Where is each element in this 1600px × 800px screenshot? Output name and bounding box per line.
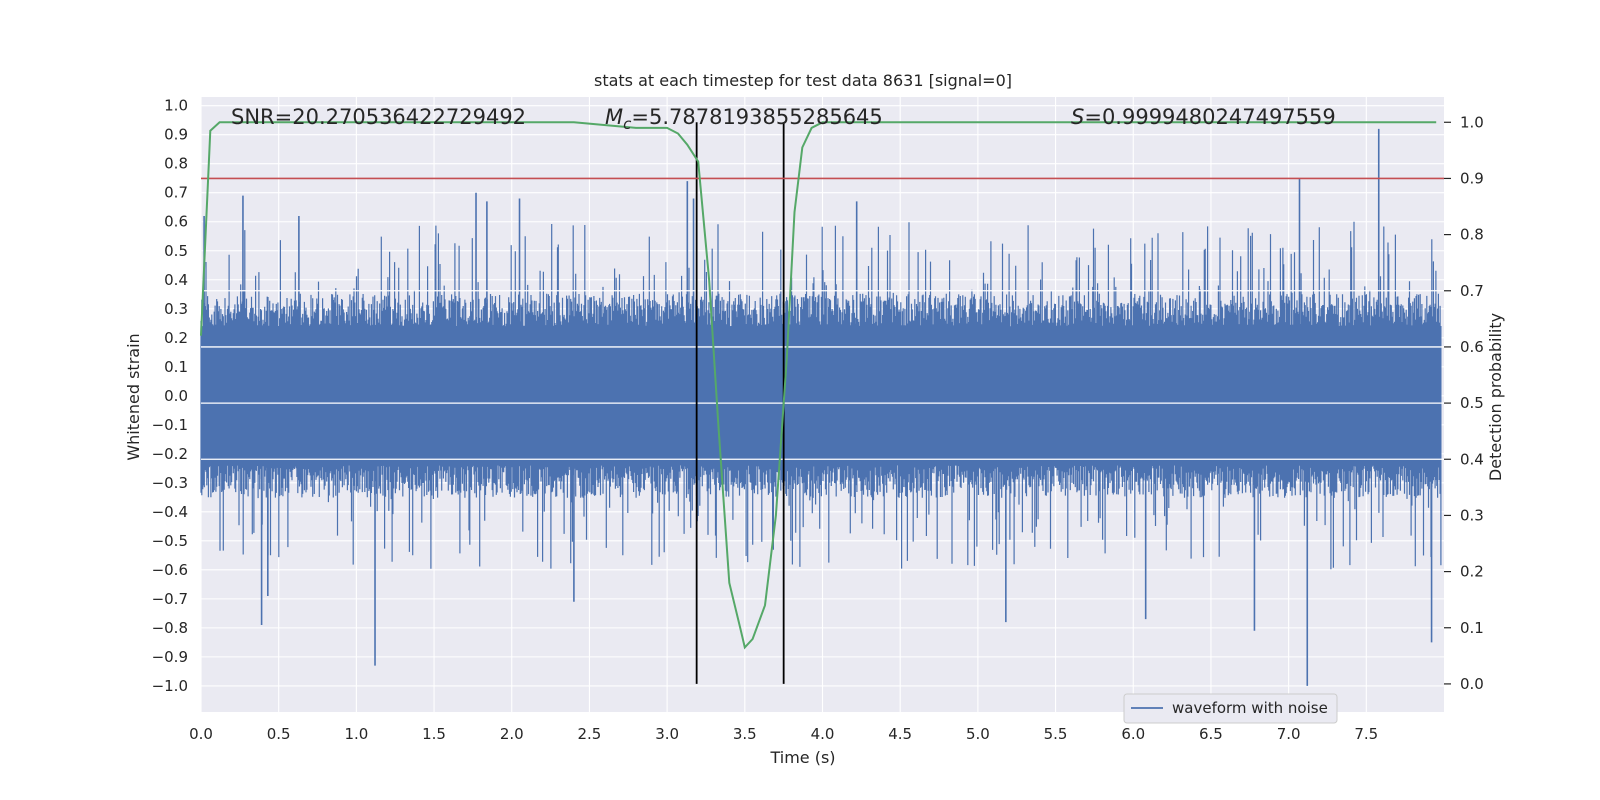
y2-tick-label: 0.0 <box>1460 675 1484 693</box>
x-tick-label: 5.0 <box>966 725 990 743</box>
y2-tick-label: 0.6 <box>1460 338 1484 356</box>
x-tick-label: 3.5 <box>733 725 757 743</box>
y-tick-label: 0.3 <box>164 300 188 318</box>
chirp-mass-subscript: c <box>623 115 632 133</box>
chart-title: stats at each timestep for test data 863… <box>594 71 1012 90</box>
legend: waveform with noise <box>1123 693 1338 724</box>
y2-tick-label: 1.0 <box>1460 113 1484 131</box>
x-tick-label: 2.0 <box>500 725 524 743</box>
y-tick-label: 0.5 <box>164 242 188 260</box>
grid-overlay <box>201 290 1444 460</box>
x-tick-label: 0.0 <box>189 725 213 743</box>
x-tick-label: 7.5 <box>1354 725 1378 743</box>
chirp-mass-symbol: M <box>605 105 623 129</box>
y2-axis-label: Detection probability <box>1486 313 1505 481</box>
x-tick-label: 7.0 <box>1277 725 1301 743</box>
x-tick-label: 6.5 <box>1199 725 1223 743</box>
score-annotation: S=0.9999480247497559 <box>1071 105 1336 129</box>
y2-tick-label: 0.4 <box>1460 450 1484 468</box>
y-tick-label: 0.7 <box>164 184 188 202</box>
chirp-mass-value: =5.7878193855285645 <box>631 105 882 129</box>
x-axis-label: Time (s) <box>769 748 835 767</box>
y-tick-label: 0.0 <box>164 387 188 405</box>
y2-tick-label: 0.2 <box>1460 563 1484 581</box>
y-tick-label: −1.0 <box>152 677 188 695</box>
y2-tick-label: 0.3 <box>1460 506 1484 524</box>
y-tick-label: −0.3 <box>152 474 188 492</box>
chirp-mass-annotation: Mc=5.7878193855285645 <box>605 105 883 133</box>
y2-tick-label: 0.8 <box>1460 226 1484 244</box>
detection-probability-line <box>200 121 1437 650</box>
y-tick-label: −0.5 <box>152 532 188 550</box>
y-tick-label: 1.0 <box>164 97 188 115</box>
y-tick-label: 0.8 <box>164 155 188 173</box>
x-tick-label: 1.0 <box>344 725 368 743</box>
legend-label: waveform with noise <box>1172 699 1328 717</box>
y-tick-label: −0.1 <box>152 416 188 434</box>
y2-tick-label: 0.7 <box>1460 282 1484 300</box>
snr-annotation: SNR=20.270536422729492 <box>231 105 526 129</box>
x-tick-label: 1.5 <box>422 725 446 743</box>
x-tick-label: 6.0 <box>1121 725 1145 743</box>
waveform-noise <box>200 221 1442 570</box>
y-axis-label: Whitened strain <box>124 333 143 460</box>
y-tick-label: 0.2 <box>164 329 188 347</box>
score-value: =0.9999480247497559 <box>1084 105 1335 129</box>
x-tick-label: 4.5 <box>888 725 912 743</box>
x-tick-label: 4.0 <box>811 725 835 743</box>
y2-tick-label: 0.1 <box>1460 619 1484 637</box>
y2-tick-label: 0.9 <box>1460 169 1484 187</box>
y-tick-label: 0.4 <box>164 271 188 289</box>
y-tick-label: −0.6 <box>152 561 188 579</box>
x-tick-label: 5.5 <box>1044 725 1068 743</box>
legend-box <box>1123 693 1338 724</box>
y-tick-label: −0.2 <box>152 445 188 463</box>
y-tick-label: −0.8 <box>152 619 188 637</box>
score-symbol: S <box>1071 105 1084 129</box>
x-tick-label: 3.0 <box>655 725 679 743</box>
y-tick-label: −0.9 <box>152 648 188 666</box>
y-tick-label: 0.6 <box>164 213 188 231</box>
y2-tick-label: 0.5 <box>1460 394 1484 412</box>
x-tick-label: 0.5 <box>267 725 291 743</box>
y-tick-label: 0.1 <box>164 358 188 376</box>
y-tick-label: −0.4 <box>152 503 188 521</box>
x-tick-label: 2.5 <box>578 725 602 743</box>
waveform-series <box>200 128 1442 686</box>
y-tick-label: 0.9 <box>164 126 188 144</box>
y-tick-label: −0.7 <box>152 590 188 608</box>
tick-labels: 0.0 0.5 1.0 1.5 2.0 2.5 3.0 3.5 4.0 4.5 5.0 5.5 6.0 6… <box>152 97 1484 743</box>
